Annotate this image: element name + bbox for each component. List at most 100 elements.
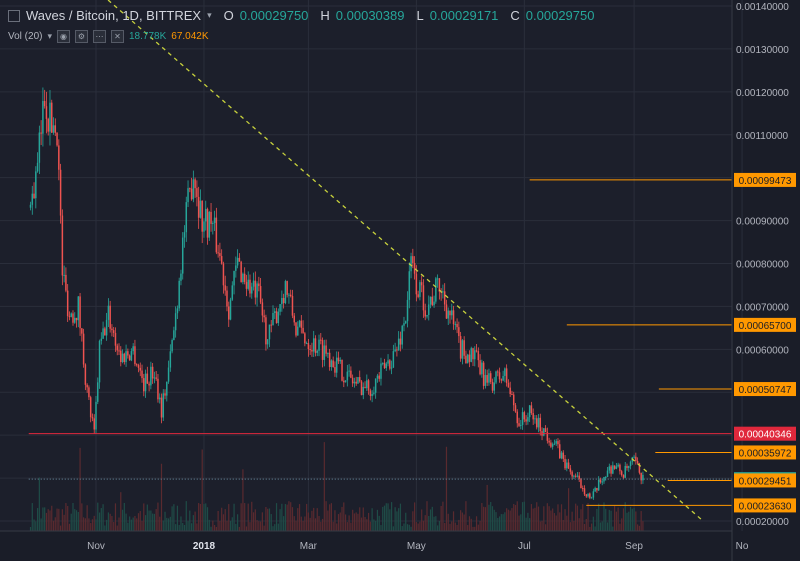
- candle-body: [323, 345, 326, 360]
- volume-bar: [212, 520, 214, 531]
- candle-body: [628, 466, 630, 469]
- volume-bar: [475, 516, 478, 531]
- volume-bar: [343, 502, 345, 531]
- volume-bar: [452, 511, 455, 531]
- volume-bar: [91, 519, 94, 531]
- candle-body: [215, 217, 218, 253]
- volume-bar: [417, 523, 419, 531]
- volume-bar: [461, 512, 463, 531]
- volume-bar: [279, 509, 281, 531]
- volume-bar: [498, 516, 501, 531]
- volume-bar: [435, 516, 437, 531]
- volume-bar: [98, 512, 101, 531]
- candle-body: [135, 364, 138, 366]
- candle-body: [192, 179, 195, 200]
- volume-bar: [419, 521, 421, 531]
- candle-body: [116, 345, 118, 351]
- volume-bar: [617, 507, 619, 531]
- candle-body: [174, 313, 177, 331]
- candle-body: [56, 132, 58, 146]
- candle-body: [475, 350, 478, 352]
- volume-bar: [440, 506, 442, 531]
- candle-body: [412, 256, 414, 264]
- candle-body: [242, 273, 244, 283]
- candle-body: [199, 200, 202, 218]
- volume-chevron-down-icon[interactable]: ▾: [47, 31, 52, 41]
- candle-body: [514, 405, 517, 412]
- volume-label[interactable]: Vol (20): [8, 31, 43, 42]
- candle-body: [155, 377, 157, 379]
- volume-bar: [529, 518, 531, 531]
- volume-bar: [346, 522, 348, 531]
- candle-body: [399, 338, 402, 345]
- candle-body: [535, 418, 538, 428]
- volume-bar: [56, 508, 58, 531]
- close-icon[interactable]: ✕: [111, 30, 124, 43]
- price-label: 0.00099473: [739, 176, 792, 187]
- more-icon[interactable]: ⋯: [93, 30, 106, 43]
- symbol-title[interactable]: Waves / Bitcoin, 1D, BITTREX: [26, 8, 202, 23]
- volume-bar: [376, 509, 379, 531]
- volume-bar: [438, 521, 440, 531]
- volume-bar: [571, 511, 573, 531]
- candle-body: [497, 371, 499, 373]
- volume-bar: [208, 519, 210, 531]
- volume-bar: [405, 512, 407, 531]
- volume-bar: [638, 525, 640, 531]
- volume-bar: [311, 510, 313, 531]
- volume-bar: [431, 506, 433, 531]
- candle-body: [343, 380, 345, 383]
- volume-bar: [125, 513, 127, 531]
- candle-body: [95, 401, 97, 430]
- volume-bar: [608, 509, 610, 531]
- collapse-icon[interactable]: [8, 9, 20, 22]
- candle-body: [459, 336, 462, 359]
- candle-body: [548, 440, 550, 443]
- candle-body: [72, 313, 74, 323]
- candle-body: [327, 352, 329, 354]
- candle-body: [228, 306, 230, 320]
- gear-icon[interactable]: ⚙: [75, 30, 88, 43]
- volume-bar: [274, 524, 276, 531]
- candle-body: [318, 339, 320, 351]
- volume-bar: [583, 523, 586, 531]
- volume-bar: [229, 520, 232, 531]
- volume-bar: [65, 503, 67, 531]
- candle-body: [484, 375, 487, 386]
- candle-body: [610, 466, 612, 474]
- candle-body: [312, 338, 315, 352]
- volume-bar: [152, 513, 154, 531]
- candle-body: [415, 273, 418, 295]
- volume-bar: [399, 503, 402, 531]
- volume-bar: [484, 507, 486, 531]
- candle-body: [231, 285, 234, 300]
- candle-body: [390, 367, 393, 369]
- candle-body: [567, 462, 570, 469]
- volume-bar: [350, 522, 352, 531]
- candle-body: [367, 380, 370, 391]
- candle-body: [452, 310, 455, 325]
- candle-body: [366, 380, 368, 389]
- candle-body: [373, 392, 375, 394]
- candle-body: [355, 381, 357, 384]
- candle-body: [392, 351, 395, 368]
- candle-body: [505, 368, 508, 383]
- volume-bar: [245, 526, 248, 531]
- eye-icon[interactable]: ◉: [57, 30, 70, 43]
- volume-bar: [640, 511, 642, 531]
- volume-bar: [295, 520, 297, 531]
- volume-bar: [341, 506, 343, 531]
- volume-bar: [306, 503, 308, 531]
- volume-bar: [444, 523, 446, 531]
- volume-bar: [362, 507, 364, 531]
- candle-body: [518, 423, 520, 426]
- chevron-down-icon[interactable]: ▾: [207, 10, 212, 20]
- candle-body: [284, 281, 287, 304]
- candle-body: [201, 200, 203, 232]
- candle-body: [564, 458, 566, 469]
- candle-body: [546, 432, 549, 441]
- candle-body: [77, 296, 80, 321]
- candle-body: [557, 441, 559, 445]
- volume-bar: [298, 504, 301, 531]
